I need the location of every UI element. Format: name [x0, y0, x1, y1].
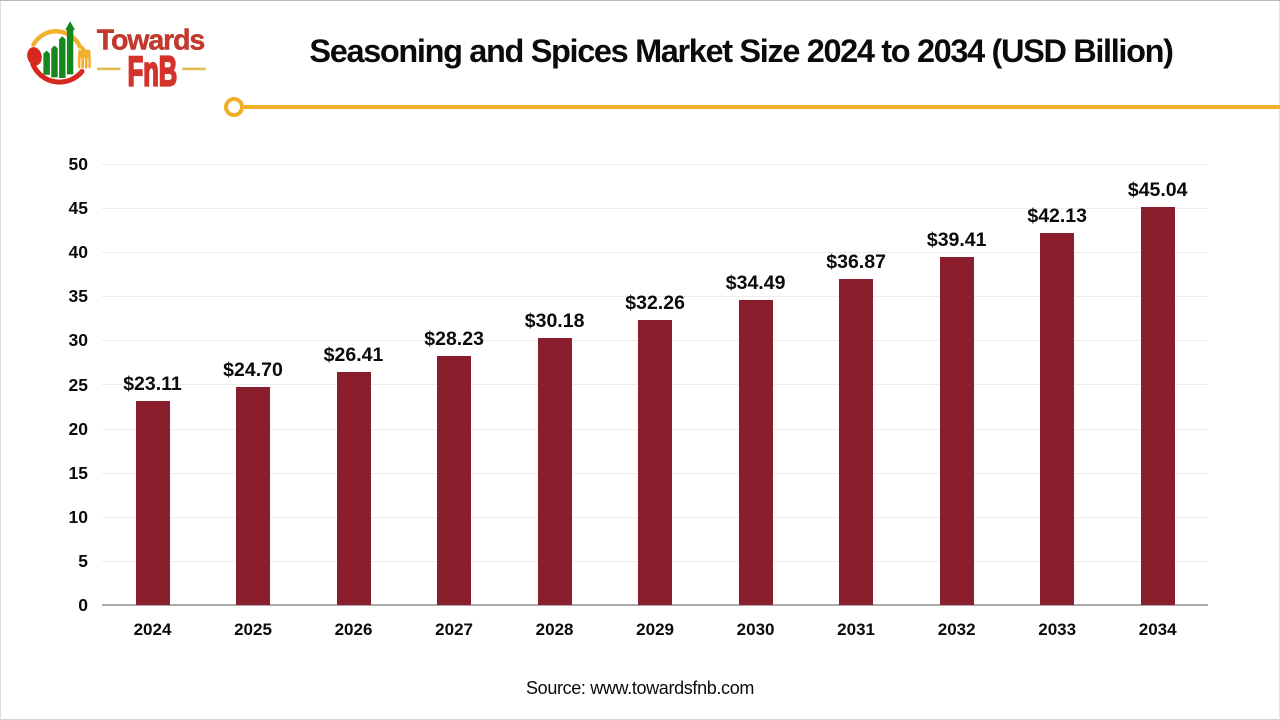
svg-text:Towards: Towards: [97, 24, 205, 56]
svg-text:FnB: FnB: [128, 49, 178, 95]
